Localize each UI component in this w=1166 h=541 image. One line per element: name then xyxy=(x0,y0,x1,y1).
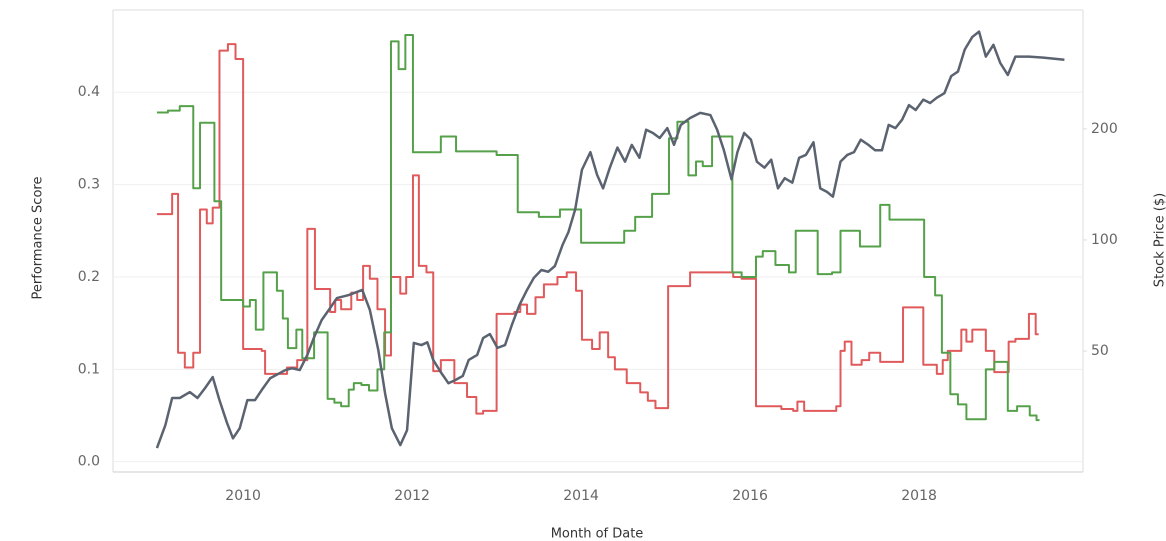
x-tick-label: 2016 xyxy=(732,488,768,504)
y-tick-label: 0.4 xyxy=(78,84,100,100)
x-tick-label: 2014 xyxy=(563,488,599,504)
y-tick-label: 0.1 xyxy=(78,361,100,377)
y2-axis-title: Stock Price ($) xyxy=(1153,193,1166,287)
price-line xyxy=(155,30,1065,449)
y2-tick-label: 100 xyxy=(1091,232,1118,248)
x-tick-label: 2012 xyxy=(394,488,430,504)
y-tick-label: 0.2 xyxy=(78,269,100,285)
step-line xyxy=(156,43,1039,415)
y2-tick-label: 50 xyxy=(1091,343,1109,359)
y-tick-label: 0.0 xyxy=(78,454,100,470)
step-line xyxy=(156,33,1040,422)
x-axis-title: Month of Date xyxy=(551,527,644,541)
x-tick-label: 2010 xyxy=(225,488,261,504)
y2-tick-label: 200 xyxy=(1091,121,1118,137)
y-axis-title: Performance Score xyxy=(31,177,46,300)
x-tick-label: 2018 xyxy=(901,488,937,504)
y-tick-label: 0.3 xyxy=(78,177,100,193)
